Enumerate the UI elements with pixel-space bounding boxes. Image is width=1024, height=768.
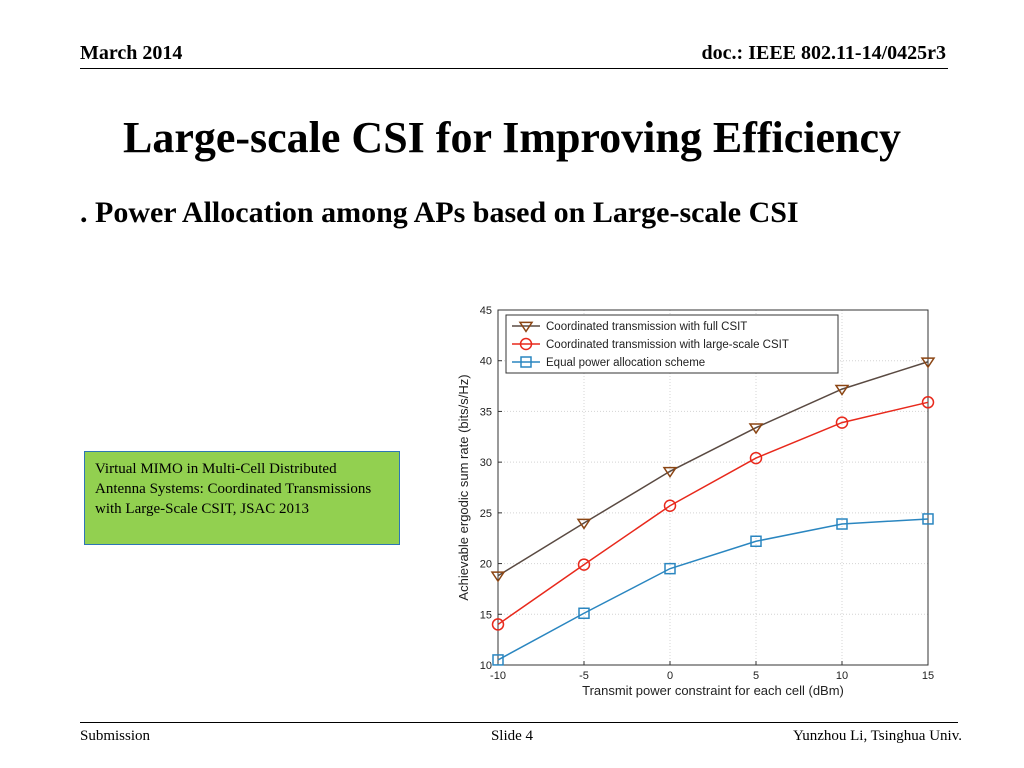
data-point — [490, 571, 506, 583]
slide-title: Large-scale CSI for Improving Efficiency — [122, 113, 902, 162]
y-tick-label: 10 — [480, 660, 492, 672]
header-rule — [80, 68, 948, 69]
footer-author: Yunzhou Li, Tsinghua Univ. — [793, 728, 962, 744]
legend-box — [505, 314, 839, 374]
data-point — [834, 384, 850, 396]
y-tick-label: 35 — [480, 406, 492, 418]
legend-label: Coordinated transmission with full CSIT — [546, 321, 747, 333]
y-axis-label: Achievable ergodic sum rate (bits/s/Hz) — [456, 374, 471, 600]
series-line — [497, 518, 929, 661]
legend-label: Coordinated transmission with large-scal… — [546, 339, 789, 351]
y-tick-label: 45 — [480, 305, 492, 317]
data-point — [663, 499, 677, 513]
data-point — [920, 357, 936, 369]
slide-subtitle: . Power Allocation among APs based on La… — [80, 196, 799, 229]
reference-box: Virtual MIMO in Multi-Cell Distributed A… — [84, 451, 400, 545]
legend-marker — [519, 337, 533, 351]
x-tick-label: -5 — [579, 670, 589, 682]
reference-text: Virtual MIMO in Multi-Cell Distributed A… — [95, 461, 372, 517]
chart-container: -10 -5 0 5 10 15 10 15 20 25 30 35 40 45 Transmit powe… — [448, 298, 948, 702]
data-point — [750, 535, 762, 548]
x-tick-label: 0 — [667, 670, 673, 682]
legend-label: Equal power allocation scheme — [546, 357, 705, 369]
data-point — [662, 466, 678, 479]
plot-frame — [497, 309, 929, 666]
data-point — [578, 607, 590, 620]
data-point — [922, 513, 934, 525]
data-point — [664, 562, 676, 575]
data-point — [748, 423, 764, 435]
y-tick-label: 40 — [480, 356, 492, 368]
footer-slide-number: Slide 4 — [490, 728, 534, 744]
x-tick-label: 10 — [836, 670, 848, 682]
footer-left: Submission — [80, 728, 151, 744]
footer-rule — [80, 722, 958, 723]
y-tick-label: 25 — [480, 508, 492, 520]
line-chart: -10 -5 0 5 10 15 10 15 20 25 30 35 40 45 Transmit powe… — [456, 305, 936, 698]
x-tick-label: -10 — [490, 670, 506, 682]
data-point — [836, 518, 848, 530]
x-tick-label: 15 — [922, 670, 934, 682]
data-point — [576, 518, 592, 530]
data-point — [577, 558, 591, 571]
series-line — [497, 401, 929, 626]
data-point — [921, 396, 935, 409]
legend-marker — [520, 356, 532, 368]
y-tick-label: 15 — [480, 609, 492, 621]
legend-marker — [518, 321, 534, 333]
data-point — [749, 451, 763, 465]
data-point — [835, 416, 849, 429]
data-point — [492, 654, 504, 666]
x-axis-label: Transmit power constraint for each cell … — [582, 683, 844, 698]
data-point — [491, 618, 505, 631]
header-date: March 2014 — [80, 42, 183, 64]
y-tick-label: 30 — [480, 457, 492, 469]
header-doc-id: doc.: IEEE 802.11-14/0425r3 — [701, 42, 946, 64]
series-line — [497, 361, 929, 577]
y-tick-label: 20 — [480, 559, 492, 571]
x-tick-label: 5 — [753, 670, 759, 682]
